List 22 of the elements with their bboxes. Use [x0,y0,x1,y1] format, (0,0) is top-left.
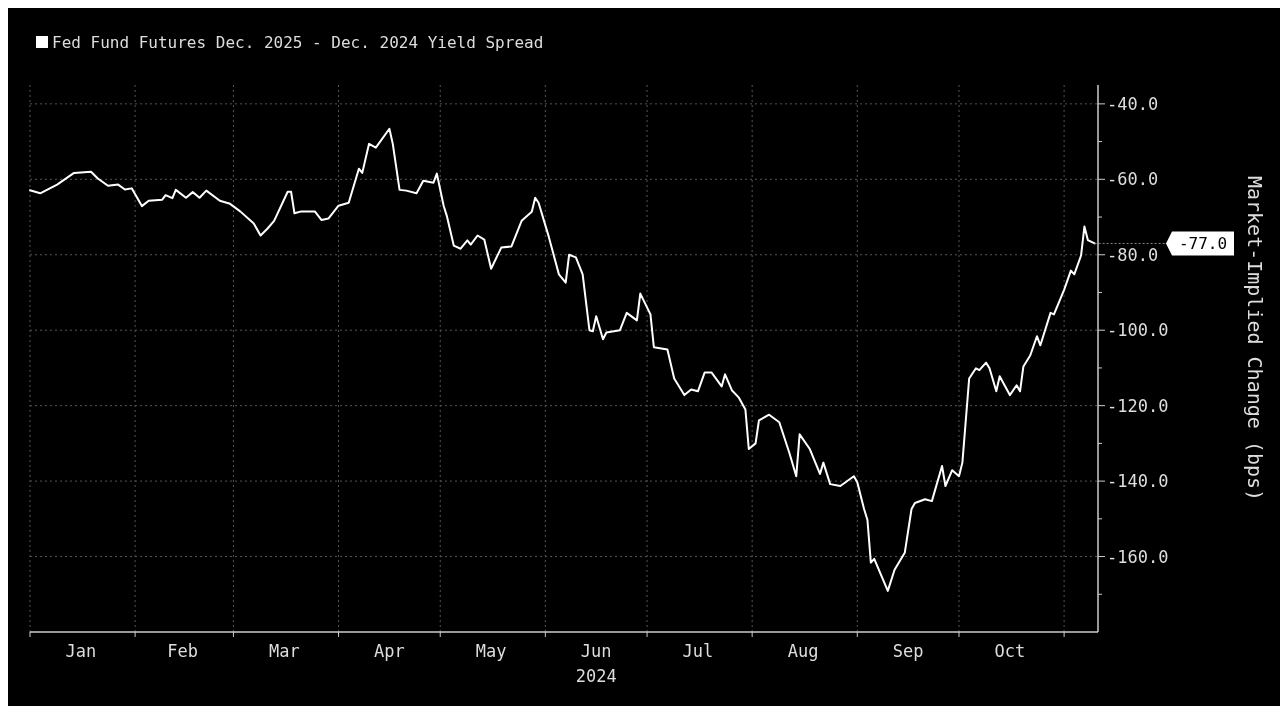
y-axis-title: Market-Implied Change (bps) [1243,175,1267,502]
legend-label: Fed Fund Futures Dec. 2025 - Dec. 2024 Yield Spread [52,33,544,52]
x-tick-label: Jun [580,641,612,661]
x-tick-label: Feb [167,641,198,661]
y-tick-label: -160.0 [1107,546,1169,567]
y-tick-label: -120.0 [1107,395,1169,416]
x-tick-label: Jul [682,641,714,661]
x-tick-label: Aug [787,641,819,661]
annotation: -77.0 [1178,234,1228,254]
x-tick-label: Mar [268,641,300,661]
line-series [29,127,1096,592]
x-tick-label: Apr [374,641,405,661]
y-tick-label: -80.0 [1107,244,1159,265]
x-tick-label: Jan [65,641,97,661]
y-tick-label: -100.0 [1107,320,1169,341]
y-tick-label: -140.0 [1107,471,1169,492]
x-axis-title: 2024 [575,666,617,686]
y-tick-label: -40.0 [1107,93,1159,114]
x-tick-label: May [475,641,507,661]
y-tick-label: -60.0 [1107,169,1159,190]
x-tick-label: Oct [994,641,1026,661]
x-tick-label: Sep [892,641,924,661]
